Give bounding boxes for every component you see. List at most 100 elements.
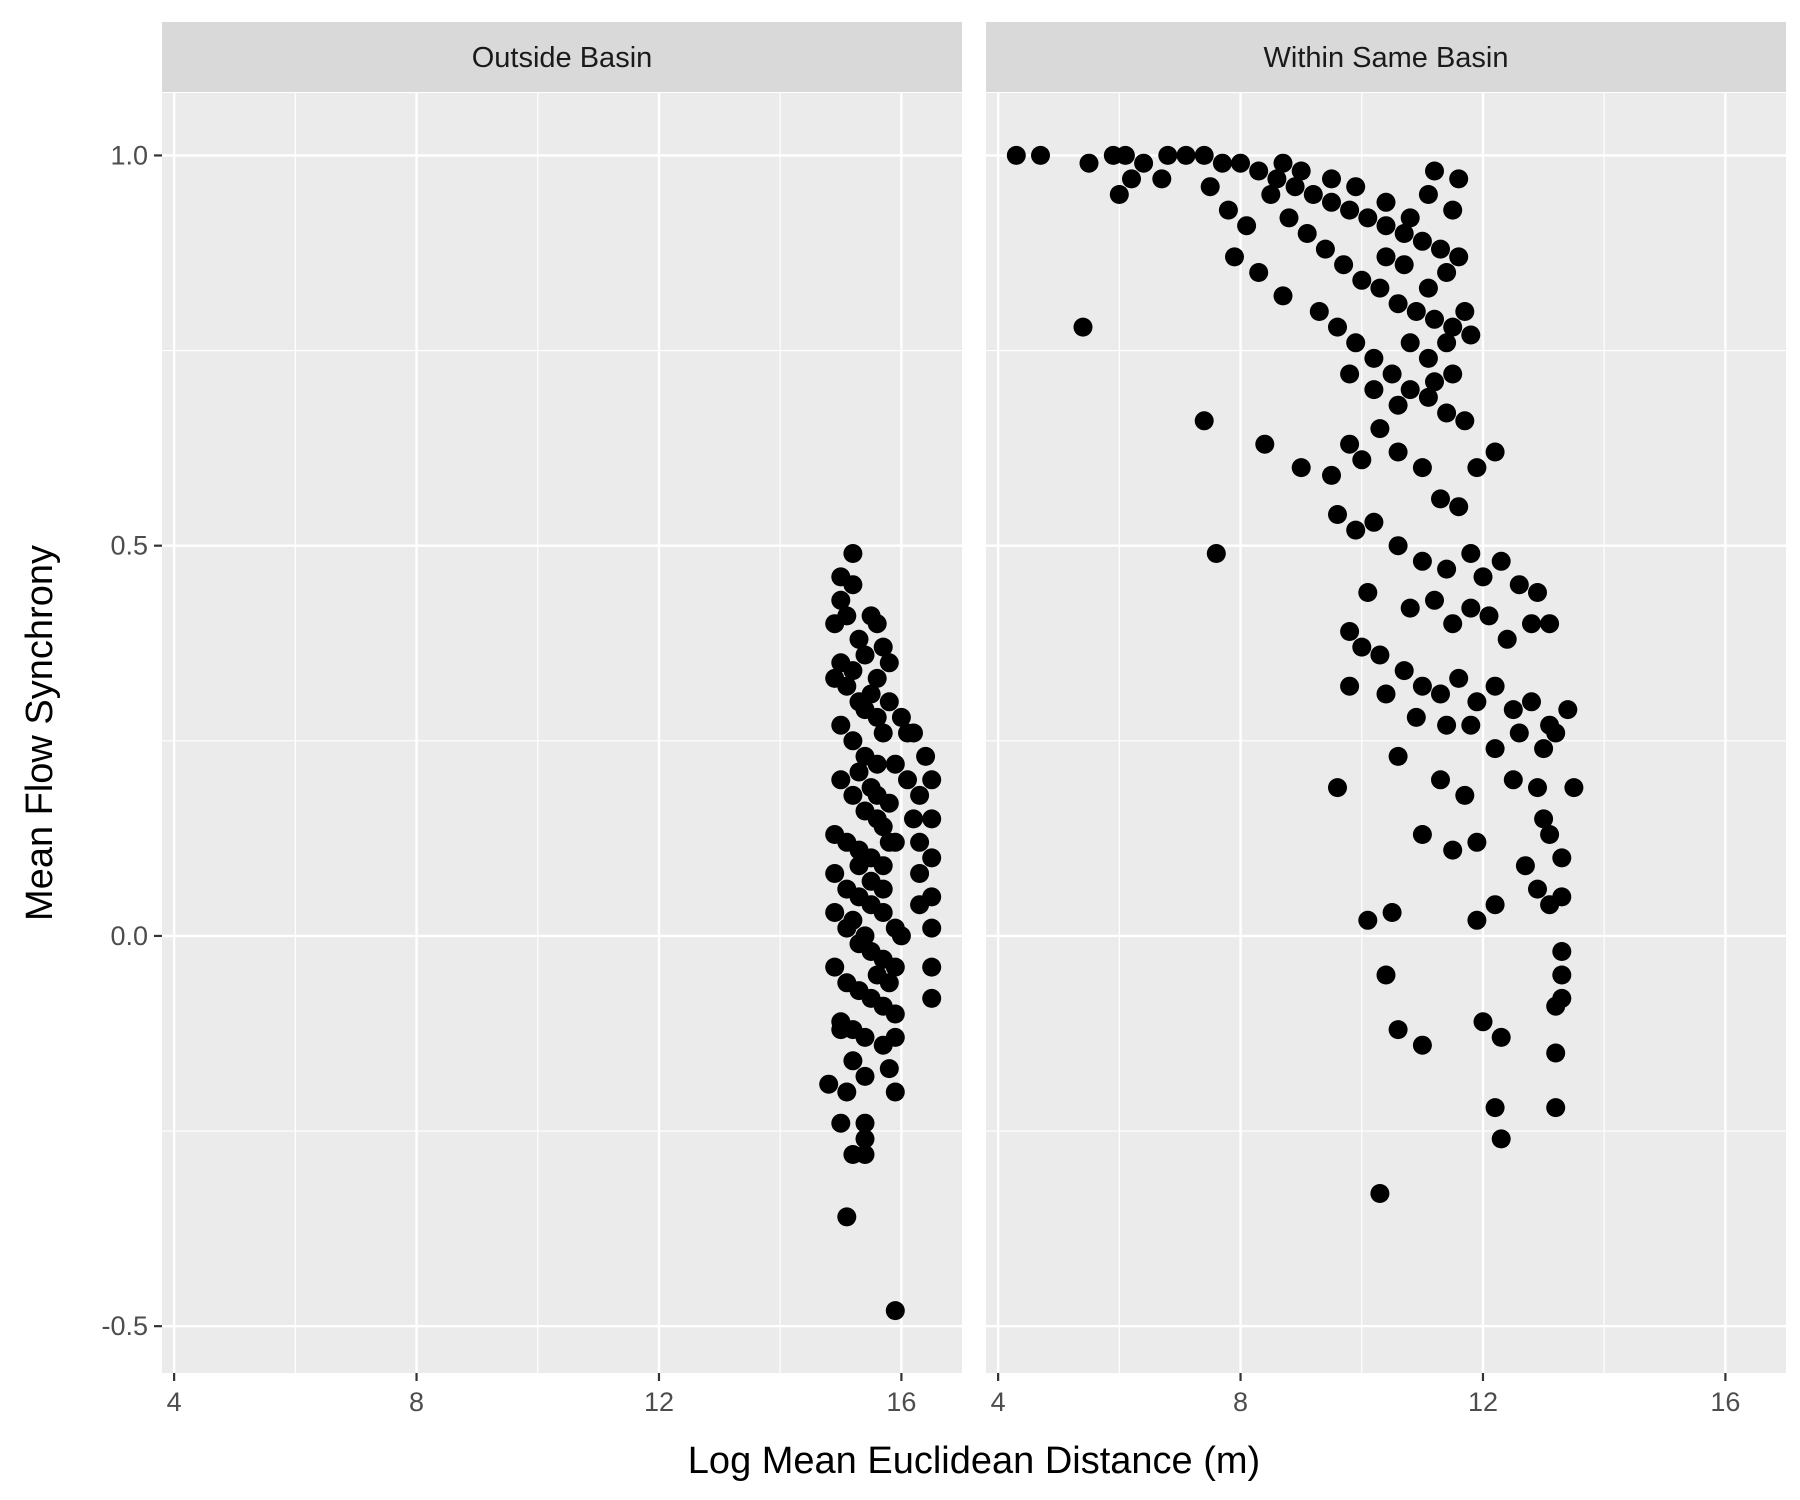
data-point <box>1376 247 1396 267</box>
data-point <box>843 910 863 930</box>
data-point <box>1412 458 1432 478</box>
data-point <box>831 1020 851 1040</box>
data-point <box>1176 145 1196 165</box>
data-point <box>1558 700 1578 720</box>
data-point <box>922 848 942 868</box>
data-point <box>1346 333 1366 353</box>
data-point <box>1394 255 1414 275</box>
data-point <box>831 1113 851 1133</box>
data-point <box>873 903 893 922</box>
data-point <box>1485 1098 1505 1118</box>
data-point <box>1388 395 1408 415</box>
data-point <box>1388 294 1408 314</box>
data-point <box>1200 177 1220 197</box>
data-point <box>1503 700 1523 720</box>
data-point <box>879 653 899 673</box>
data-point <box>1491 551 1511 571</box>
data-point <box>1449 247 1469 267</box>
data-point <box>1340 200 1360 220</box>
data-point <box>1370 278 1390 298</box>
data-point <box>1031 145 1050 165</box>
data-point <box>1340 676 1360 696</box>
data-point <box>1158 145 1178 165</box>
data-point <box>1437 403 1457 423</box>
data-point <box>1546 1043 1566 1063</box>
y-axis-title: Mean Flow Synchrony <box>19 545 61 921</box>
data-point <box>825 957 845 977</box>
data-point <box>843 544 863 563</box>
data-point <box>1400 208 1420 228</box>
x-tick-label: 4 <box>991 1387 1006 1417</box>
data-point <box>1497 629 1517 649</box>
data-point <box>1473 1012 1493 1032</box>
data-point <box>819 1074 839 1094</box>
data-point <box>1376 216 1396 236</box>
data-point <box>1255 434 1275 454</box>
data-point <box>1418 278 1438 298</box>
data-point <box>910 785 930 805</box>
x-tick-label: 12 <box>1468 1387 1498 1417</box>
x-tick-label: 8 <box>1233 1387 1248 1417</box>
data-point <box>1340 434 1360 454</box>
data-point <box>1443 840 1463 860</box>
data-point <box>1534 809 1554 829</box>
data-point <box>855 1145 875 1164</box>
data-point <box>1437 559 1457 579</box>
data-point <box>855 1066 875 1086</box>
data-point <box>1152 169 1172 189</box>
data-point <box>1122 169 1141 189</box>
data-point <box>1315 239 1335 259</box>
data-point <box>1303 185 1323 204</box>
data-point <box>843 661 863 681</box>
data-point <box>1455 302 1475 321</box>
data-point <box>843 575 863 595</box>
data-point <box>849 856 869 876</box>
data-point <box>1382 903 1402 922</box>
data-point <box>1509 723 1529 743</box>
data-point <box>1297 224 1317 243</box>
data-points <box>1006 145 1584 1203</box>
data-point <box>1412 676 1432 696</box>
data-point <box>1461 544 1481 563</box>
data-point <box>867 754 887 774</box>
data-point <box>1006 145 1026 165</box>
data-point <box>873 879 893 899</box>
data-point <box>1358 910 1378 930</box>
data-point <box>1449 668 1469 688</box>
data-point <box>825 864 845 883</box>
data-point <box>1279 208 1299 228</box>
data-point <box>1370 645 1390 665</box>
data-point <box>873 817 893 837</box>
data-point <box>849 762 869 782</box>
data-point <box>1443 614 1463 634</box>
data-point <box>1358 583 1378 602</box>
data-point <box>1079 153 1099 173</box>
data-point <box>1552 942 1572 961</box>
data-point <box>1552 887 1572 907</box>
data-point <box>1485 895 1505 915</box>
data-point <box>1491 1027 1511 1047</box>
data-point <box>1322 465 1341 485</box>
data-point <box>1540 825 1560 844</box>
data-point <box>1382 364 1402 384</box>
data-point <box>910 895 930 915</box>
data-point <box>1528 778 1547 798</box>
x-tick-label: 16 <box>886 1387 916 1417</box>
data-point <box>1449 497 1469 517</box>
data-point <box>1394 224 1414 243</box>
data-point <box>1431 239 1450 259</box>
data-point <box>1334 255 1354 275</box>
data-point <box>855 1113 875 1133</box>
panel-2: Within Same Basin <box>986 22 1786 1373</box>
y-tick-label: 1.0 <box>110 140 148 170</box>
data-point <box>885 1027 905 1047</box>
data-point <box>1261 185 1281 204</box>
data-point <box>1503 770 1523 790</box>
data-point <box>922 809 942 829</box>
data-point <box>1388 1020 1408 1040</box>
data-point <box>1328 505 1347 524</box>
data-point <box>879 973 899 993</box>
data-point <box>1400 598 1420 618</box>
data-point <box>916 746 936 766</box>
data-point <box>1473 567 1493 587</box>
